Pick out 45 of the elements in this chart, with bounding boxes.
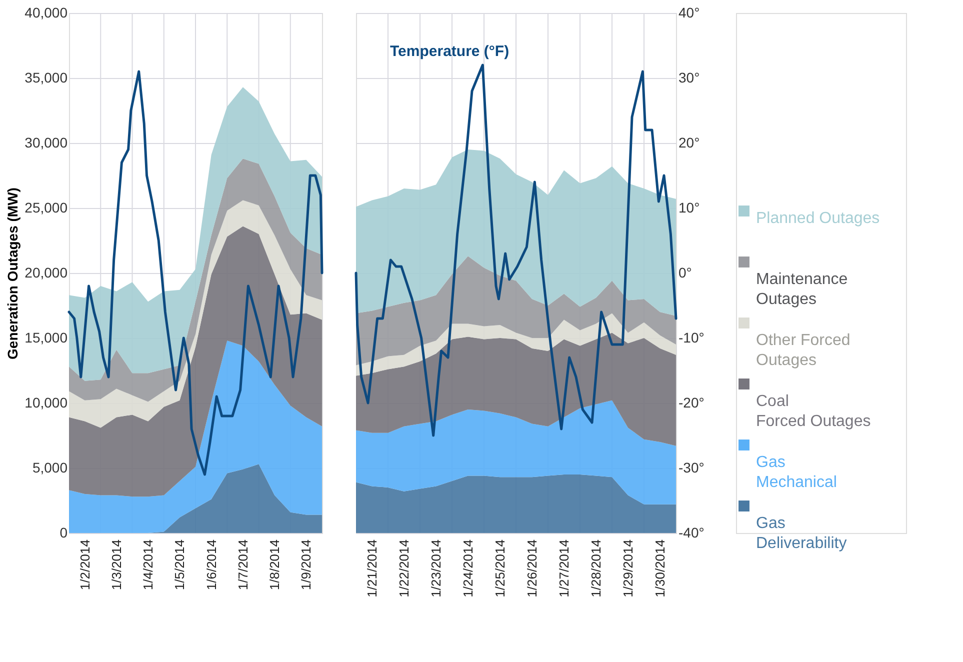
legend-label: Gas Mechanical <box>756 454 837 491</box>
y2-tick-label: 10° <box>678 200 700 216</box>
y2-tick-label: 30° <box>678 70 700 86</box>
legend-label: Other Forced Outages <box>756 332 850 369</box>
x-tick-label: 1/3/2014 <box>108 540 124 590</box>
y2-tick-label: -10° <box>678 330 704 346</box>
y-tick-label: 0 <box>60 524 68 540</box>
y2-tick-label: 20° <box>678 134 700 150</box>
y-tick-label: 30,000 <box>24 134 68 150</box>
y-tick-label: 25,000 <box>24 200 68 216</box>
legend-label: Maintenance Outages <box>756 271 848 308</box>
y2-tick-label: 40° <box>678 4 700 20</box>
y2-tick-label: -40° <box>678 524 704 540</box>
legend-label: Gas Deliverability <box>756 515 847 552</box>
x-tick-label: 1/23/2014 <box>428 540 444 598</box>
x-tick-label: 1/27/2014 <box>556 540 572 598</box>
y-tick-label: 35,000 <box>24 70 68 86</box>
text: Planned Outages <box>756 210 880 227</box>
legend-label: Coal Forced Outages <box>756 393 871 430</box>
x-tick-label: 1/24/2014 <box>460 540 476 598</box>
x-tick-label: 1/8/2014 <box>267 540 282 590</box>
x-tick-label: 1/5/2014 <box>172 540 188 590</box>
x-tick-label: 1/21/2014 <box>364 540 380 598</box>
y-tick-label: 40,000 <box>24 4 68 20</box>
y2-tick-label: 0° <box>678 264 692 280</box>
x-tick-label: 1/28/2014 <box>588 540 604 598</box>
x-tick-label: 1/6/2014 <box>204 540 219 590</box>
y-tick-label: 15,000 <box>24 330 68 346</box>
y2-tick-label: -30° <box>678 460 704 476</box>
x-tick-label: 1/2/2014 <box>77 540 92 590</box>
y-tick-label: 20,000 <box>24 264 68 280</box>
y2-tick-label: -20° <box>678 394 704 410</box>
x-tick-label: 1/22/2014 <box>396 540 412 598</box>
x-tick-label: 1/25/2014 <box>492 540 508 598</box>
x-tick-label: 1/29/2014 <box>620 540 636 598</box>
y-tick-label: 10,000 <box>24 394 68 410</box>
series-label: Temperature (°F) <box>390 43 510 60</box>
x-tick-label: 1/9/2014 <box>298 540 314 590</box>
x-tick-label: 1/30/2014 <box>652 540 668 598</box>
line-series <box>354 64 678 437</box>
x-tick-label: 1/4/2014 <box>140 540 156 590</box>
x-tick-label: 1/26/2014 <box>524 540 540 598</box>
y-axis-title: Generation Outages (MW) <box>4 188 21 360</box>
x-tick-label: 1/7/2014 <box>235 540 250 590</box>
y-tick-label: 5,000 <box>32 460 68 476</box>
